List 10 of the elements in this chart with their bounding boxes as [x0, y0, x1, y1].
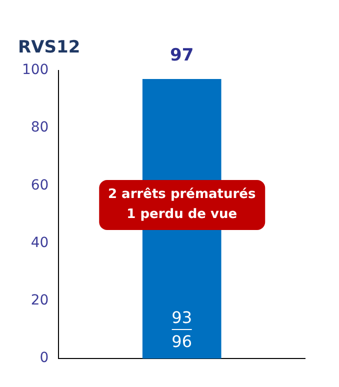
y-tick-label: 60: [30, 177, 49, 194]
y-tick-label: 100: [22, 62, 49, 78]
y-tick-label: 40: [30, 234, 49, 251]
annotation: 93 96: [172, 306, 192, 352]
annotation: 2 arrêts prématurés 1 perdu de vue: [108, 186, 256, 224]
chart-title: RVS12: [18, 38, 80, 58]
data-label: 97: [170, 45, 194, 66]
y-tick-label: 80: [30, 120, 49, 136]
y-tick-label: 20: [30, 292, 49, 309]
y-tick-label: 0: [40, 350, 49, 366]
